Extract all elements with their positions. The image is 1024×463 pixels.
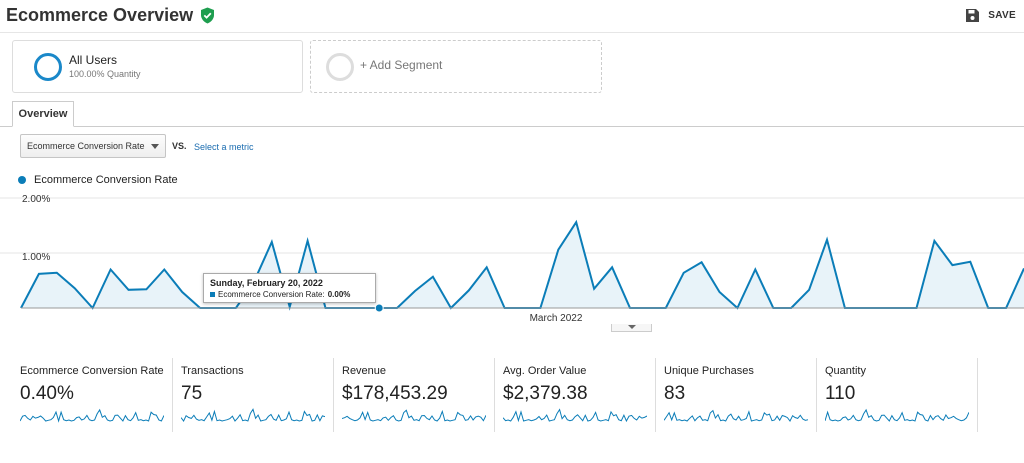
y-tick-label: 1.00%: [22, 252, 50, 263]
scorecard[interactable]: Ecommerce Conversion Rate 0.40%: [12, 358, 173, 432]
sparkline: [825, 408, 969, 422]
scorecard-value: 110: [825, 383, 856, 404]
add-segment-button[interactable]: + Add Segment: [310, 40, 602, 93]
verified-shield-icon: [201, 7, 215, 24]
chart-tooltip: Sunday, February 20, 2022 Ecommerce Conv…: [203, 273, 376, 303]
report-tabs: Overview: [0, 101, 1024, 127]
scorecard-value: $2,379.38: [503, 383, 588, 404]
x-tick-label: March 2022: [530, 313, 583, 324]
scorecard-label: Ecommerce Conversion Rate: [20, 365, 164, 377]
sparkline: [20, 408, 164, 423]
scorecard[interactable]: Quantity 110: [817, 358, 978, 432]
scorecard-value: 0.40%: [20, 383, 74, 404]
save-button[interactable]: SAVE: [966, 9, 1016, 22]
scorecard[interactable]: Avg. Order Value $2,379.38: [495, 358, 656, 432]
select-a-metric-link[interactable]: Select a metric: [194, 142, 254, 152]
y-tick-label: 2.00%: [22, 194, 50, 205]
tooltip-metric: Ecommerce Conversion Rate:: [218, 290, 325, 299]
scorecard-value: $178,453.29: [342, 383, 448, 404]
chart-legend: Ecommerce Conversion Rate: [18, 174, 178, 186]
scorecard-value: 75: [181, 383, 203, 404]
scorecard-label: Quantity: [825, 365, 866, 377]
page-title-text: Ecommerce Overview: [6, 5, 194, 25]
sparkline: [342, 409, 486, 422]
tooltip-date: Sunday, February 20, 2022: [210, 278, 323, 288]
floppy-disk-icon: [966, 9, 980, 22]
chevron-down-icon: [151, 144, 159, 149]
scorecard-label: Revenue: [342, 365, 387, 377]
metric-select[interactable]: Ecommerce Conversion Rate: [20, 134, 166, 158]
segment-quantity: 100.00% Quantity: [69, 69, 141, 79]
series-swatch-icon: [210, 292, 215, 297]
sparkline: [664, 409, 808, 422]
legend-dot-icon: [18, 176, 26, 184]
scorecard[interactable]: Unique Purchases 83: [656, 358, 817, 432]
vs-label: VS.: [172, 141, 187, 151]
tab-overview[interactable]: Overview: [12, 101, 74, 127]
scorecard[interactable]: Revenue $178,453.29: [334, 358, 495, 432]
empty-segment-ring-icon: [326, 53, 354, 81]
hovered-data-point[interactable]: [374, 303, 384, 313]
legend-label: Ecommerce Conversion Rate: [34, 174, 178, 186]
scorecard[interactable]: Transactions 75: [173, 358, 334, 432]
add-segment-label: + Add Segment: [360, 58, 443, 72]
segment-name: All Users: [69, 53, 118, 67]
chevron-down-icon: [628, 325, 636, 329]
scorecard-label: Transactions: [181, 365, 244, 377]
sparkline: [181, 408, 325, 422]
chart-collapse-toggle[interactable]: [611, 324, 652, 332]
tooltip-line: Ecommerce Conversion Rate: 0.00%: [210, 290, 375, 299]
scorecard-value: 83: [664, 383, 686, 404]
series-area: [21, 222, 1024, 308]
sparkline: [503, 408, 647, 423]
scorecard-label: Avg. Order Value: [503, 365, 587, 377]
report-header: Ecommerce Overview SAVE: [0, 0, 1024, 33]
page-title: Ecommerce Overview: [6, 5, 215, 26]
metric-select-value: Ecommerce Conversion Rate: [27, 141, 145, 151]
segment-all-users[interactable]: All Users 100.00% Quantity: [12, 40, 303, 93]
scorecard-label: Unique Purchases: [664, 365, 754, 377]
scorecards: Ecommerce Conversion Rate 0.40% Transact…: [12, 358, 978, 432]
conversion-rate-chart[interactable]: 2.00% 1.00% March 2022: [0, 188, 1024, 328]
tooltip-value: 0.00%: [327, 290, 351, 299]
segment-ring-icon: [34, 53, 62, 81]
save-label: SAVE: [988, 10, 1016, 21]
